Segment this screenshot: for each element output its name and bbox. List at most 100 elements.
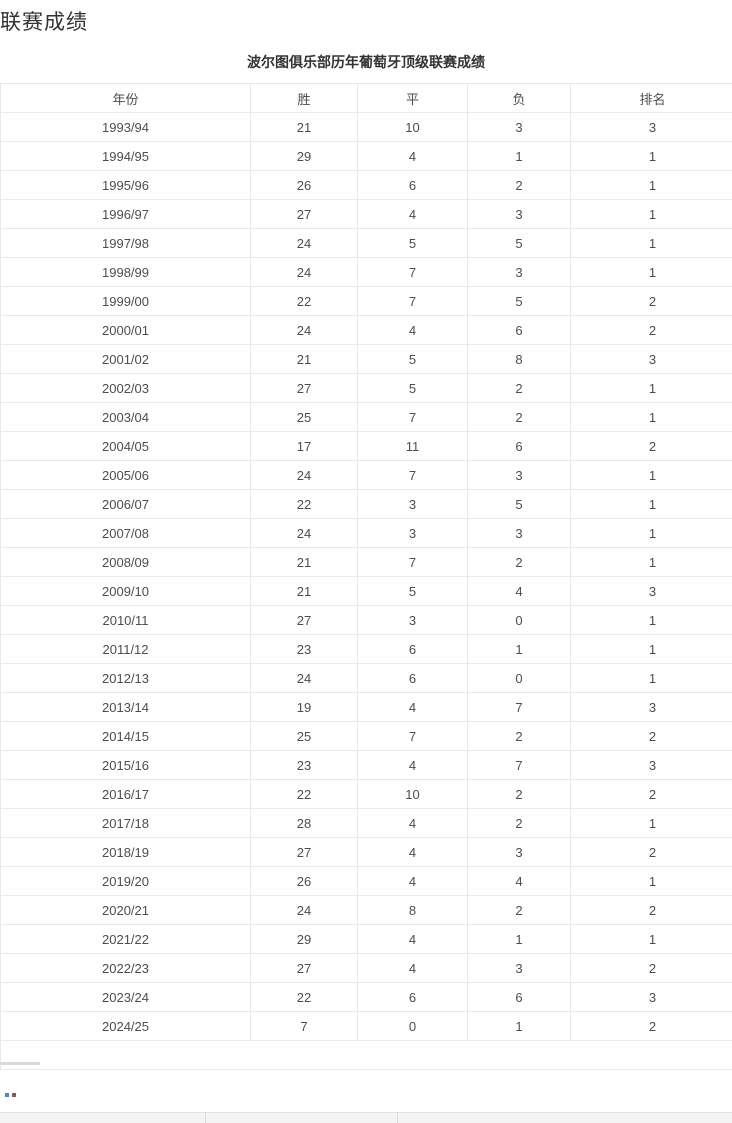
season-cell: 2003/04: [0, 402, 251, 432]
stat-cell: 4: [357, 692, 468, 722]
stat-cell: 7: [467, 692, 571, 722]
stat-cell: 1: [467, 924, 571, 954]
table-row: 2008/09 21 7 2 1: [0, 547, 732, 577]
stat-cell: 7: [357, 721, 468, 751]
table-row: 1993/94 21 10 3 3: [0, 112, 732, 142]
stat-cell: 27: [250, 373, 358, 403]
stat-cell: 1: [570, 808, 732, 838]
stat-cell: 22: [250, 982, 358, 1012]
table-row: 1997/98 24 5 5 1: [0, 228, 732, 258]
stat-cell: 1: [570, 866, 732, 896]
stat-cell: 29: [250, 141, 358, 171]
stat-cell: 2: [570, 837, 732, 867]
table-row: 2009/10 21 5 4 3: [0, 576, 732, 606]
stat-cell: 6: [467, 315, 571, 345]
stat-cell: 4: [467, 576, 571, 606]
table-row: 2006/07 22 3 5 1: [0, 489, 732, 519]
season-cell: 2022/23: [0, 953, 251, 983]
season-cell: 1994/95: [0, 141, 251, 171]
stat-cell: 2: [467, 170, 571, 200]
season-cell: 2021/22: [0, 924, 251, 954]
season-cell: 2002/03: [0, 373, 251, 403]
table-row: 2012/13 24 6 0 1: [0, 663, 732, 693]
stat-cell: 1: [570, 605, 732, 635]
table-row: 1994/95 29 4 1 1: [0, 141, 732, 171]
season-cell: 2015/16: [0, 750, 251, 780]
page-title: 联赛成绩: [0, 11, 88, 34]
stat-cell: 2: [570, 1011, 732, 1041]
table-empty-footer-row: [0, 1040, 732, 1070]
table-row: 2021/22 29 4 1 1: [0, 924, 732, 954]
stat-cell: 5: [357, 344, 468, 374]
stat-cell: 1: [570, 663, 732, 693]
table-row: 1995/96 26 6 2 1: [0, 170, 732, 200]
table-row: 2005/06 24 7 3 1: [0, 460, 732, 490]
stat-cell: 26: [250, 170, 358, 200]
footnote-dot-icons[interactable]: [5, 1093, 16, 1097]
table-header-row: 年份 胜 平 负 排名: [0, 83, 732, 113]
blue-dot-icon: [5, 1093, 9, 1097]
season-cell: 2014/15: [0, 721, 251, 751]
stat-cell: 25: [250, 721, 358, 751]
season-cell: 2020/21: [0, 895, 251, 925]
stat-cell: 4: [357, 924, 468, 954]
next-table-header-partial: [0, 1112, 732, 1123]
table-row: 2002/03 27 5 2 1: [0, 373, 732, 403]
stat-cell: 1: [570, 373, 732, 403]
stat-cell: 28: [250, 808, 358, 838]
stat-cell: 3: [467, 518, 571, 548]
table-row: 2014/15 25 7 2 2: [0, 721, 732, 751]
stat-cell: 7: [467, 750, 571, 780]
stat-cell: 21: [250, 576, 358, 606]
table-row: 2015/16 23 4 7 3: [0, 750, 732, 780]
stat-cell: 24: [250, 228, 358, 258]
stat-cell: 6: [467, 431, 571, 461]
stat-cell: 2: [467, 895, 571, 925]
season-cell: 2004/05: [0, 431, 251, 461]
season-cell: 2017/18: [0, 808, 251, 838]
table-row: 2019/20 26 4 4 1: [0, 866, 732, 896]
season-cell: 1995/96: [0, 170, 251, 200]
season-cell: 2013/14: [0, 692, 251, 722]
stat-cell: 7: [250, 1011, 358, 1041]
stat-cell: 3: [570, 344, 732, 374]
horizontal-scrollbar-thumb[interactable]: [0, 1062, 40, 1065]
stat-cell: 22: [250, 489, 358, 519]
league-table-body: 1993/94 21 10 3 3 1994/95 29 4 1 1 1995/96 26 6 2 1 199…: [0, 112, 732, 1041]
stat-cell: 17: [250, 431, 358, 461]
stat-cell: 2: [467, 373, 571, 403]
stat-cell: 3: [357, 489, 468, 519]
stat-cell: 1: [467, 141, 571, 171]
table-row: 2011/12 23 6 1 1: [0, 634, 732, 664]
table-title: 波尔图俱乐部历年葡萄牙顶级联赛成绩: [247, 54, 485, 70]
stat-cell: 6: [357, 663, 468, 693]
stat-cell: 5: [467, 286, 571, 316]
season-cell: 1996/97: [0, 199, 251, 229]
partial-header-cell: [0, 1113, 206, 1123]
stat-cell: 3: [467, 257, 571, 287]
stat-cell: 2: [467, 808, 571, 838]
stat-cell: 22: [250, 286, 358, 316]
season-cell: 2024/25: [0, 1011, 251, 1041]
stat-cell: 5: [467, 489, 571, 519]
partial-header-cell: [398, 1113, 732, 1123]
table-row: 2004/05 17 11 6 2: [0, 431, 732, 461]
stat-cell: 3: [570, 750, 732, 780]
table-row: 2017/18 28 4 2 1: [0, 808, 732, 838]
stat-cell: 5: [357, 373, 468, 403]
season-cell: 2012/13: [0, 663, 251, 693]
stat-cell: 3: [357, 518, 468, 548]
season-cell: 2007/08: [0, 518, 251, 548]
stat-cell: 0: [357, 1011, 468, 1041]
stat-cell: 0: [467, 605, 571, 635]
stat-cell: 7: [357, 257, 468, 287]
table-row: 2000/01 24 4 6 2: [0, 315, 732, 345]
stat-cell: 21: [250, 547, 358, 577]
stat-cell: 0: [467, 663, 571, 693]
stat-cell: 1: [570, 141, 732, 171]
stat-cell: 1: [570, 489, 732, 519]
table-row: 2018/19 27 4 3 2: [0, 837, 732, 867]
stat-cell: 4: [467, 866, 571, 896]
stat-cell: 5: [467, 228, 571, 258]
table-row: 2024/25 7 0 1 2: [0, 1011, 732, 1041]
